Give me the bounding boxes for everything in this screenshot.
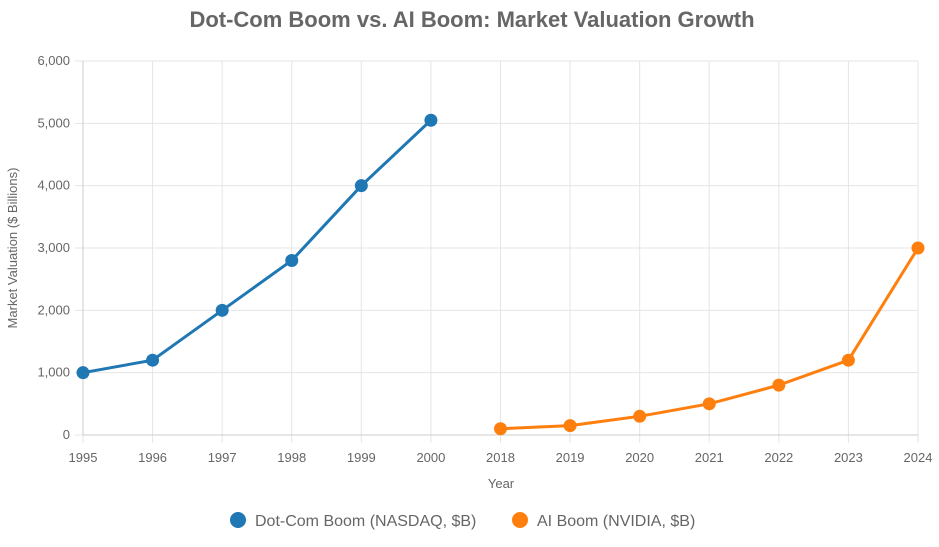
x-tick-label: 1995 [69, 450, 98, 465]
x-tick-label: 1996 [138, 450, 167, 465]
x-tick-label: 2024 [904, 450, 933, 465]
x-tick-label: 2019 [556, 450, 585, 465]
series-line-dotcom [81, 118, 433, 375]
data-point-ai [563, 419, 577, 433]
y-tick-label: 2,000 [37, 302, 70, 317]
y-tick-label: 1,000 [37, 365, 70, 380]
data-point-dotcom [146, 353, 160, 367]
x-tick-label: 1998 [277, 450, 306, 465]
series [76, 113, 925, 436]
data-point-ai [911, 241, 925, 255]
y-tick-label: 5,000 [37, 115, 70, 130]
y-tick-label: 0 [63, 427, 70, 442]
x-tick-label: 1999 [347, 450, 376, 465]
x-tick-label: 2018 [486, 450, 515, 465]
grid [75, 60, 919, 443]
data-point-ai [702, 397, 716, 411]
x-tick-label: 2023 [834, 450, 863, 465]
y-tick-label: 6,000 [37, 53, 70, 68]
axes: 0 1,000 2,000 3,000 4,000 5,000 6,000 1995 1996 1… [37, 53, 932, 465]
legend-label: Dot-Com Boom (NASDAQ, $B) [255, 513, 476, 530]
legend-marker [230, 512, 246, 528]
legend-label: AI Boom (NVIDIA, $B) [537, 513, 695, 530]
y-tick-label: 4,000 [37, 178, 70, 193]
data-point-ai [494, 422, 507, 436]
y-axis-label: Market Valuation ($ Billions) [5, 168, 20, 329]
x-tick-label: 2021 [695, 450, 724, 465]
legend: Dot-Com Boom (NASDAQ, $B) AI Boom (NVIDIA… [230, 512, 695, 530]
x-tick-label: 2020 [625, 450, 654, 465]
y-tick-label: 3,000 [37, 240, 70, 255]
x-tick-label: 2022 [764, 450, 793, 465]
legend-marker [512, 512, 528, 528]
data-point-ai [633, 409, 647, 423]
data-point-dotcom [285, 253, 299, 267]
x-tick-label: 1997 [208, 450, 237, 465]
data-point-ai [841, 353, 855, 367]
x-tick-label: 2000 [416, 450, 445, 465]
data-point-dotcom [76, 366, 90, 380]
data-point-ai [772, 378, 786, 392]
data-point-dotcom [424, 113, 438, 127]
chart-title: Dot-Com Boom vs. AI Boom: Market Valuati… [189, 7, 754, 32]
x-axis-label: Year [488, 476, 515, 491]
data-point-dotcom [354, 179, 368, 193]
data-point-dotcom [215, 303, 229, 317]
